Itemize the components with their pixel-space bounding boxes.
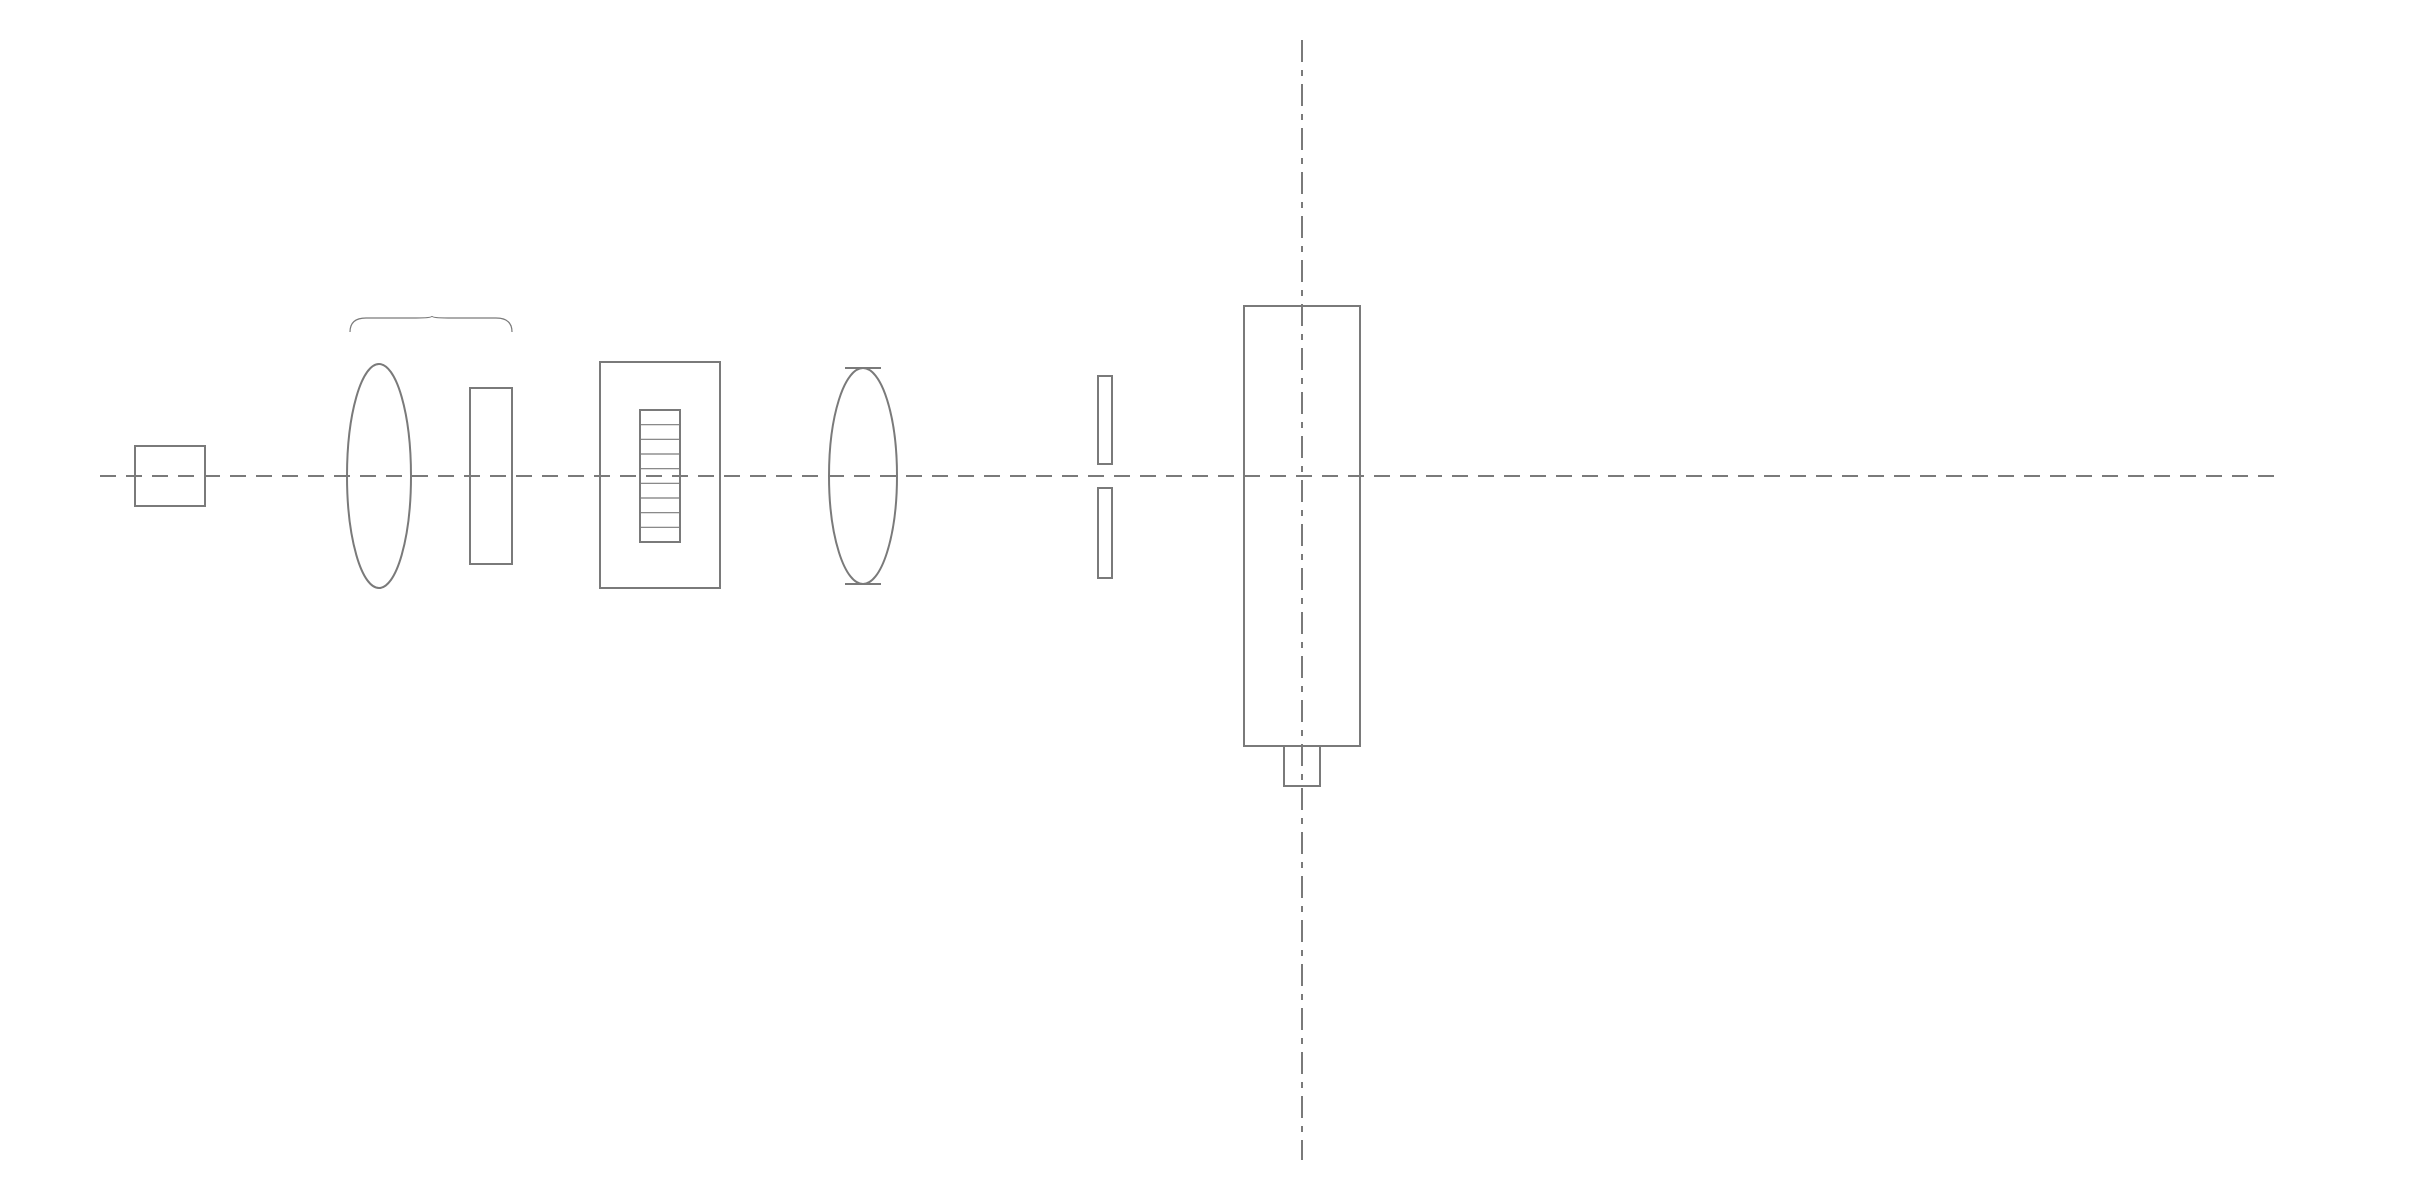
source-100 — [135, 446, 205, 506]
bracket-110 — [350, 316, 512, 332]
optical-axes — [100, 40, 2280, 1160]
